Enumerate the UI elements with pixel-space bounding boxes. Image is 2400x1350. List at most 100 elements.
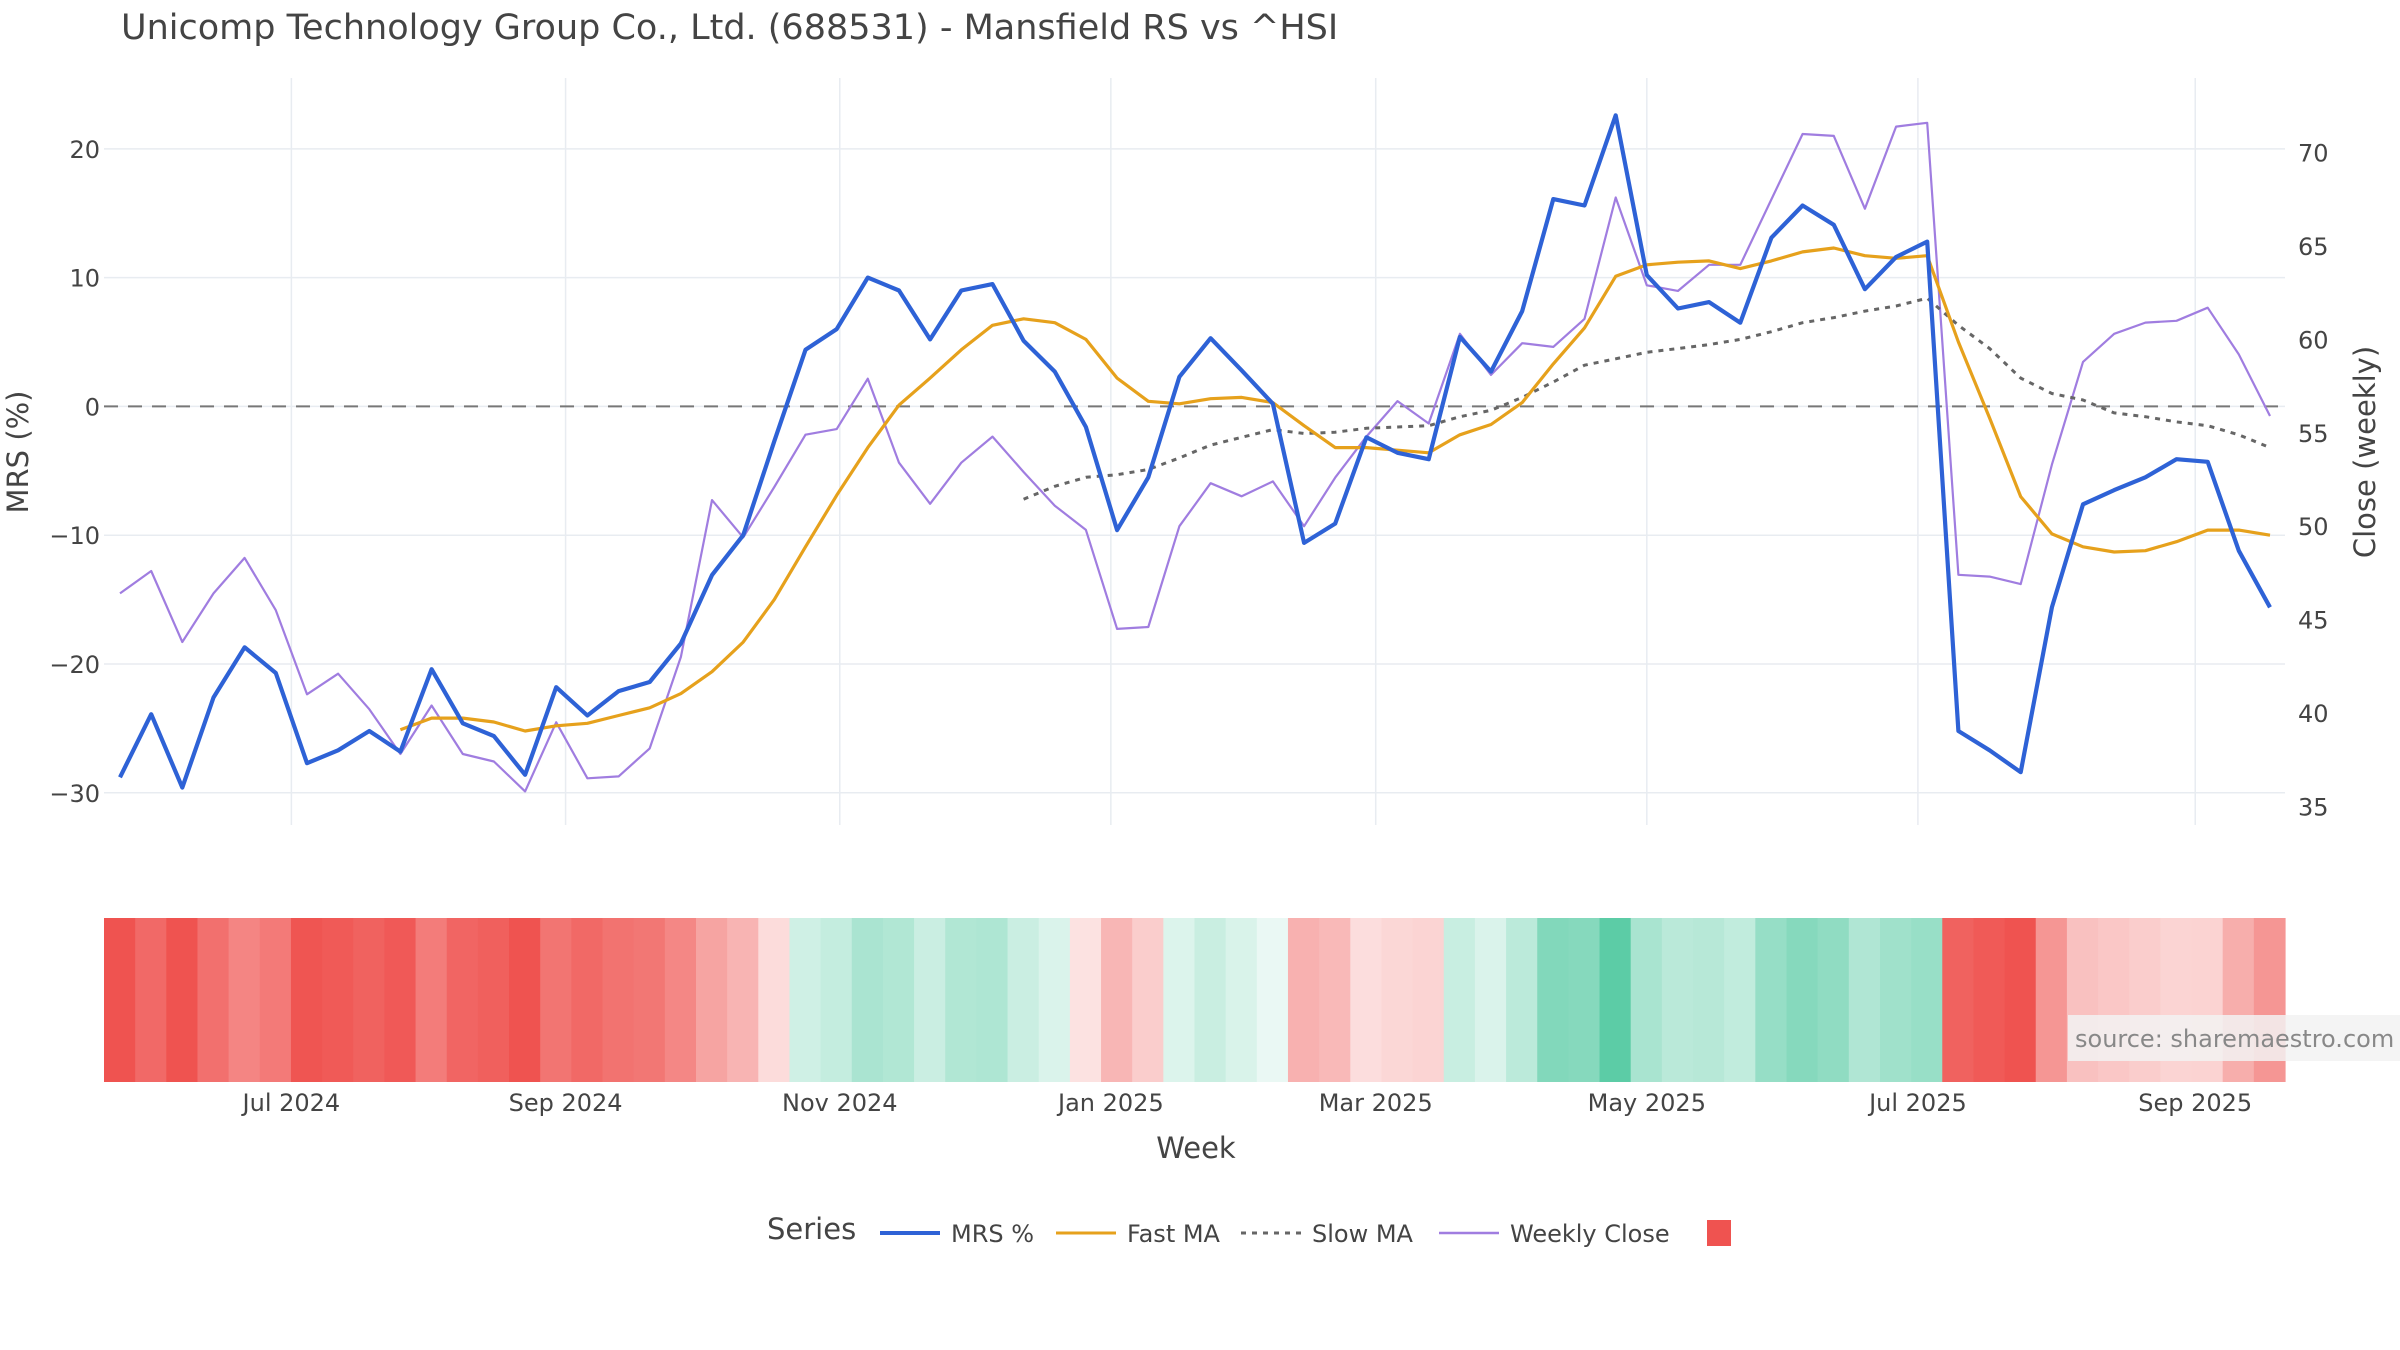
source-annotation: source: sharemaestro.com [2068,1015,2400,1061]
heatmap-cell [945,918,977,1082]
x-tick-label: Jul 2024 [241,1089,341,1117]
heatmap-cell [1038,918,1071,1082]
heatmap-cell [104,918,136,1082]
series-line-weekly-close [119,121,2271,793]
heatmap-cell [602,918,635,1082]
heatmap-cell [1755,918,1788,1082]
heatmap-cell [1911,918,1943,1082]
heatmap-cell [1069,918,1102,1082]
heatmap-cell [1132,918,1164,1082]
source-text: source: sharemaestro.com [2075,1025,2394,1053]
heatmap-cell [1412,918,1445,1082]
y-axis-ticks: 20 10 0 −10 −20 −30 [49,136,100,808]
y-tick-label: 10 [69,265,100,293]
x-tick-label: Mar 2025 [1319,1089,1433,1117]
heatmap-cell [1537,918,1569,1082]
x-tick-label: Sep 2024 [509,1089,623,1117]
x-tick-label: Nov 2024 [782,1089,898,1117]
legend-swatch-regime [1707,1220,1731,1246]
x-tick-label: Sep 2025 [2138,1089,2252,1117]
heatmap-cell [1101,918,1133,1082]
heatmap-cell [1817,918,1850,1082]
heatmap-cell [446,918,479,1082]
legend-label-weekly-close: Weekly Close [1510,1220,1670,1248]
heatmap-cell [571,918,604,1082]
heatmap-cell [384,918,417,1082]
heatmap-cell [1163,918,1196,1082]
series-line-mrs [118,113,2272,790]
legend: Series MRS % Fast MA Slow MA Weekly Clos… [767,1212,1731,1248]
heatmap-cell [1942,918,1975,1082]
heatmap-cell [1287,918,1320,1082]
heatmap-cell [322,918,354,1082]
legend-title: Series [767,1212,856,1246]
x-tick-label: Jul 2025 [1867,1089,1967,1117]
heatmap-cell [1225,918,1258,1082]
heatmap-cell [1256,918,1289,1082]
y-tick-label: −30 [49,780,100,808]
heatmap-cell [2004,918,2037,1082]
heatmap-cell [976,918,1009,1082]
heatmap-cell [664,918,697,1082]
x-axis-ticks: Jul 2024 Sep 2024 Nov 2024 Jan 2025 Mar 2025… [241,1089,2253,1117]
legend-label-slow-ma: Slow MA [1312,1220,1414,1248]
y-axis-title: MRS (%) [1,391,35,514]
heatmap-cell [477,918,510,1082]
heatmap-cell [135,918,167,1082]
y2-tick-label: 35 [2298,793,2329,821]
heatmap-cell [353,918,386,1082]
y2-tick-label: 50 [2298,513,2329,541]
heatmap-cell [1194,918,1227,1082]
regime-heatmap-strip [104,918,2286,1082]
y-tick-label: 0 [85,393,100,421]
y-tick-label: −20 [49,651,100,679]
series-layer [118,113,2272,793]
heatmap-cell [540,918,572,1082]
series-line-slow-ma [1023,296,2271,501]
legend-label-mrs: MRS % [951,1220,1034,1248]
heatmap-cell [2035,918,2068,1082]
y-tick-label: −10 [49,522,100,550]
heatmap-cell [1568,918,1601,1082]
heatmap-cell [633,918,666,1082]
heatmap-cell [820,918,853,1082]
y2-axis-ticks: 70 65 60 55 50 45 40 35 [2298,140,2329,822]
heatmap-cell [1693,918,1725,1082]
heatmap-cell [197,918,230,1082]
y-tick-label: 20 [69,136,100,164]
heatmap-cell [1007,918,1040,1082]
heatmap-cell [1973,918,2006,1082]
heatmap-cell [228,918,261,1082]
heatmap-cell [1630,918,1663,1082]
heatmap-cell [882,918,915,1082]
x-tick-label: Jan 2025 [1056,1089,1164,1117]
heatmap-cell [1474,918,1507,1082]
y2-tick-label: 40 [2298,700,2329,728]
heatmap-cell [1661,918,1694,1082]
x-axis-title: Week [1156,1131,1236,1165]
heatmap-cell [415,918,448,1082]
heatmap-cell [1848,918,1881,1082]
heatmap-cell [727,918,759,1082]
heatmap-cell [259,918,292,1082]
legend-label-fast-ma: Fast MA [1127,1220,1221,1248]
heatmap-cell [914,918,946,1082]
heatmap-cell [789,918,822,1082]
heatmap-cell [758,918,791,1082]
y2-tick-label: 55 [2298,420,2329,448]
source-background [2068,1015,2400,1061]
y2-tick-label: 45 [2298,607,2329,635]
heatmap-cell [509,918,541,1082]
heatmap-cell [1443,918,1476,1082]
heatmap-cell [851,918,884,1082]
y2-tick-label: 65 [2298,233,2329,261]
heatmap-cell [1599,918,1632,1082]
y2-axis-title: Close (weekly) [2348,346,2382,558]
heatmap-cell [1506,918,1538,1082]
x-tick-label: May 2025 [1588,1089,1706,1117]
y2-tick-label: 60 [2298,326,2329,354]
heatmap-cell [695,918,728,1082]
chart-title: Unicomp Technology Group Co., Ltd. (6885… [121,8,1338,48]
heatmap-cell [1786,918,1819,1082]
